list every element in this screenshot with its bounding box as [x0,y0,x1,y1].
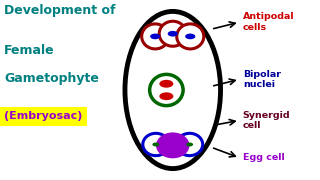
Text: Synergid
cell: Synergid cell [243,111,291,130]
Text: Development of: Development of [4,4,116,17]
Ellipse shape [177,133,203,156]
Text: Antipodal
cells: Antipodal cells [243,12,294,32]
Text: Egg cell: Egg cell [243,153,284,162]
Circle shape [159,80,173,88]
Ellipse shape [150,74,183,106]
Circle shape [150,33,160,39]
Circle shape [185,33,196,39]
Circle shape [186,143,193,147]
Ellipse shape [159,21,186,46]
Text: (Embryosac): (Embryosac) [4,111,82,122]
Text: Gametophyte: Gametophyte [4,72,99,85]
Circle shape [168,31,178,37]
Text: Bipolar
nuclei: Bipolar nuclei [243,70,281,89]
Ellipse shape [177,24,204,49]
Ellipse shape [142,24,169,49]
Circle shape [152,143,159,147]
Circle shape [159,92,173,100]
Ellipse shape [143,133,169,156]
Ellipse shape [156,132,189,158]
Ellipse shape [125,11,220,169]
Text: Female: Female [4,44,54,57]
